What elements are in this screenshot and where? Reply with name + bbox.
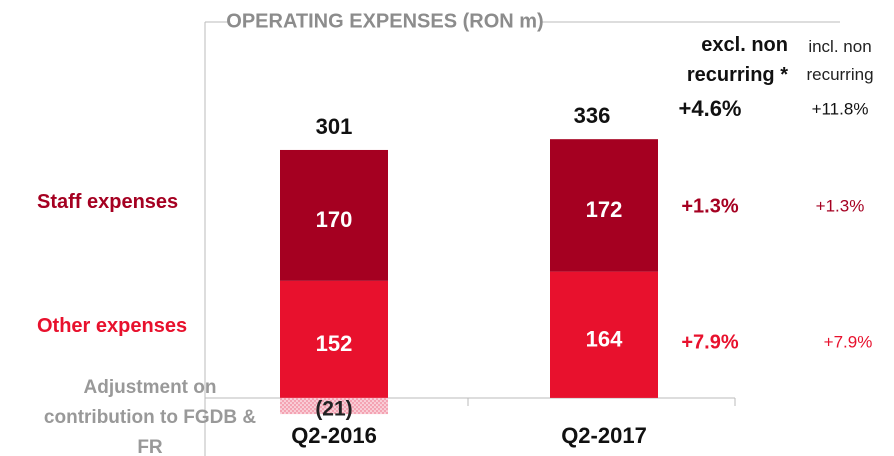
x-tick-label: Q2-2017 [561,423,647,448]
column-header: excl. non recurring * [686,34,788,86]
growth-label: +1.3% [681,195,738,217]
bar-segment [280,397,388,415]
bar-segment [550,271,658,398]
legend-label: Other expenses [37,315,188,338]
bar-segment [550,139,658,272]
total-label: 336 [574,103,611,128]
segment-label: 172 [586,197,623,222]
column-header: incl. non recurring [806,37,874,84]
legend-label: Staff expenses [37,191,179,214]
bar-segment [280,149,388,281]
growth-label: +7.9% [824,332,873,351]
x-tick-label: Q2-2016 [291,423,377,448]
growth-label: +1.3% [816,196,865,215]
growth-label: +7.9% [681,331,738,353]
chart-title: OPERATING EXPENSES (RON m) [226,10,543,32]
bar-segment [280,280,388,398]
segment-label: 170 [316,207,353,232]
segment-label: (21) [315,398,352,421]
growth-label: +4.6% [679,96,742,121]
legend-label: Adjustment on contribution to FGDB & FR [43,376,257,456]
growth-label: +11.8% [812,99,869,118]
total-label: 301 [316,114,353,139]
segment-label: 164 [586,327,623,352]
segment-label: 152 [316,331,353,356]
